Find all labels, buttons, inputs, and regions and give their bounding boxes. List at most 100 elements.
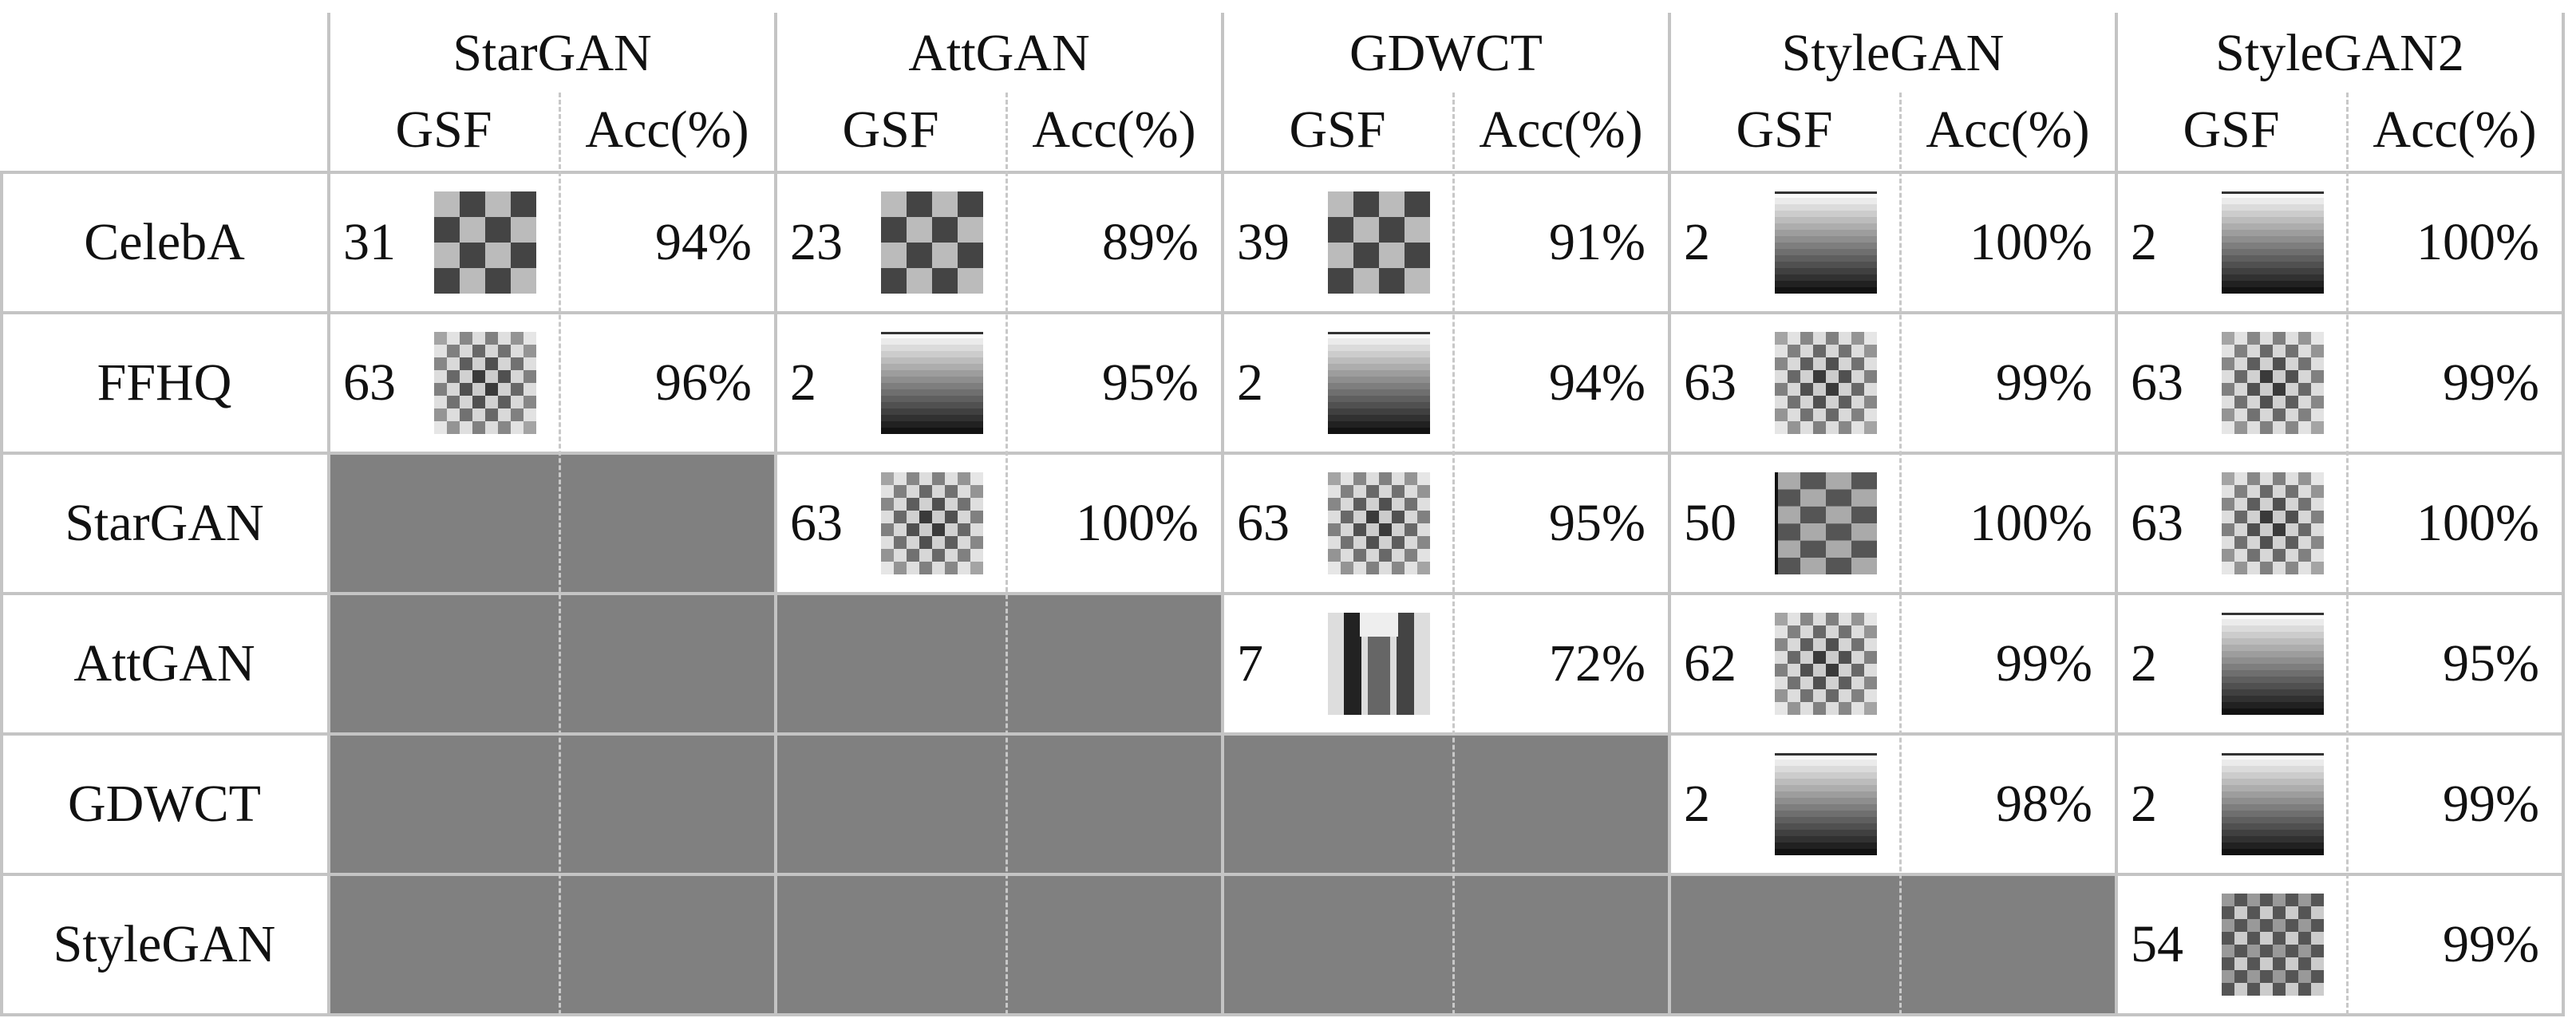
border [0,171,3,1015]
gsf-value: 2 [2131,775,2157,833]
empty-cell [1669,874,2116,1015]
gsf-value: 50 [1684,494,1736,552]
gsf-icon [2222,472,2324,574]
gsf-value: 2 [2131,634,2157,692]
accuracy: 99% [1996,353,2092,412]
gsf-value: 63 [2131,353,2183,412]
accuracy: 95% [1549,494,1646,552]
accuracy: 89% [1102,213,1199,271]
column-header: StyleGAN2 [2215,24,2464,82]
empty-cell [1223,734,1669,874]
subcolumn-header: Acc(%) [585,101,749,159]
accuracy: 100% [1970,494,2092,552]
gsf-value: 31 [343,213,396,271]
gsf-value: 7 [1237,634,1263,692]
column-header: StarGAN [452,24,652,82]
gsf-value: 63 [2131,494,2183,552]
gsf-icon [2222,613,2324,715]
gsf-value: 63 [343,353,396,412]
empty-cell [1223,874,1669,1015]
subcolumn-header: Acc(%) [2373,101,2537,159]
column-header: GDWCT [1349,24,1543,82]
gsf-icon [2222,753,2324,855]
empty-cell [329,453,776,594]
dashed-divider [1006,93,1008,1015]
gsf-icon [881,332,983,434]
dashed-divider [1452,93,1455,1015]
accuracy: 95% [2443,634,2539,692]
subcolumn-header: GSF [1736,101,1833,159]
row-label: StarGAN [65,494,264,552]
accuracy: 91% [1549,213,1646,271]
accuracy: 100% [2416,213,2539,271]
accuracy: 94% [1549,353,1646,412]
column-header: AttGAN [908,24,1090,82]
row-label: CelebA [84,213,245,271]
gsf-value: 2 [1684,775,1710,833]
column-header: StyleGAN [1781,24,2005,82]
row-label: StyleGAN [53,915,276,973]
gsf-icon [1775,191,1877,294]
gsf-value: 54 [2131,915,2183,973]
accuracy: 95% [1102,353,1199,412]
gsf-icon [2222,332,2324,434]
gsf-icon [1775,332,1877,434]
accuracy: 99% [2443,915,2539,973]
gsf-value: 2 [2131,213,2157,271]
gsf-icon [881,191,983,294]
border [0,592,2565,595]
accuracy: 96% [655,353,752,412]
empty-cell [329,734,776,874]
border [774,13,777,1016]
subcolumn-header: Acc(%) [1479,101,1643,159]
empty-cell [776,594,1223,734]
empty-cell [776,874,1223,1015]
gsf-icon [881,472,983,574]
accuracy: 99% [1996,634,2092,692]
gsf-value: 62 [1684,634,1736,692]
accuracy: 99% [2443,775,2539,833]
subcolumn-header: GSF [1289,101,1386,159]
empty-cell [329,874,776,1015]
row-label: FFHQ [97,353,232,412]
accuracy: 99% [2443,353,2539,412]
border [0,311,2565,314]
border [2562,13,2565,1016]
border [0,1013,2565,1016]
gsf-value: 39 [1237,213,1290,271]
row-label: AttGAN [73,634,255,692]
border [0,732,2565,736]
border [0,452,2565,455]
accuracy: 94% [655,213,752,271]
gsf-icon [1328,613,1430,715]
gsf-icon [1328,191,1430,294]
gsf-value: 2 [1684,213,1710,271]
subcolumn-header: GSF [842,101,939,159]
gsf-icon [2222,894,2324,996]
gsf-value: 63 [1684,353,1736,412]
gsf-icon [1328,332,1430,434]
gsf-icon [434,191,536,294]
border [327,13,330,1016]
border [0,171,2565,174]
subcolumn-header: GSF [395,101,492,159]
subcolumn-header: GSF [2183,101,2280,159]
accuracy: 72% [1549,634,1646,692]
empty-cell [776,734,1223,874]
gsf-value: 63 [1237,494,1290,552]
accuracy: 100% [1076,494,1199,552]
border [1668,13,1671,1016]
gsf-icon [1775,753,1877,855]
gsf-value: 2 [790,353,816,412]
gsf-icon [2222,191,2324,294]
subcolumn-header: Acc(%) [1926,101,2090,159]
accuracy: 98% [1996,775,2092,833]
gsf-icon [434,332,536,434]
row-label: GDWCT [68,775,261,833]
gsf-icon [1775,472,1877,574]
border [0,873,2565,876]
dashed-divider [559,93,561,1015]
gsf-icon [1775,613,1877,715]
gsf-value: 2 [1237,353,1263,412]
